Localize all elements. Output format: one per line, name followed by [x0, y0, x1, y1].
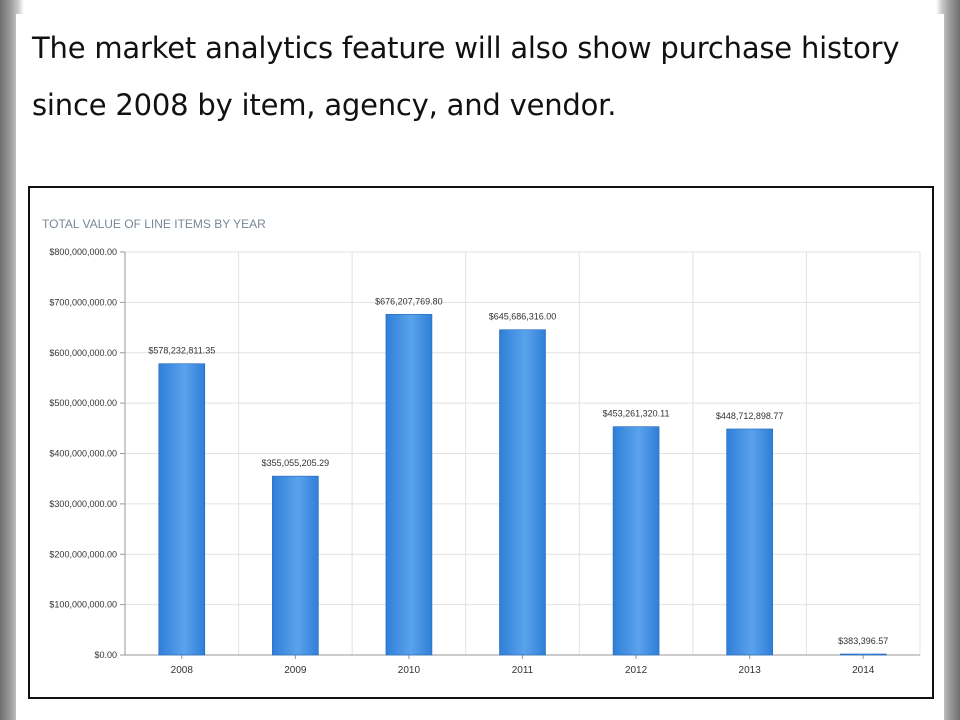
data-label: $355,055,205.29	[262, 458, 330, 468]
bar-2008[interactable]	[158, 363, 206, 656]
bar-2013[interactable]	[726, 428, 773, 656]
label-layer: $578,232,811.35 $355,055,205.29 $676,207,7…	[148, 296, 888, 646]
x-tick-label: 2011	[512, 665, 534, 676]
chart-frame: TOTAL VALUE OF LINE ITEMS BY YEAR $0.00 $…	[28, 186, 934, 699]
y-tick-label: $700,000,000.00	[49, 297, 117, 307]
data-label: $383,396.57	[838, 636, 888, 646]
chart-title: TOTAL VALUE OF LINE ITEMS BY YEAR	[42, 217, 266, 231]
bar-2014[interactable]	[839, 653, 887, 656]
bar-2012[interactable]	[612, 426, 660, 656]
axis-layer: $0.00 $100,000,000.00 $200,000,000.00 $300,…	[49, 247, 920, 676]
data-label: $448,712,898.77	[716, 411, 784, 421]
y-tick-label: $400,000,000.00	[49, 449, 117, 459]
bar-2011[interactable]	[499, 329, 546, 656]
x-tick-label: 2014	[852, 665, 875, 676]
bar-2010[interactable]	[385, 314, 433, 656]
data-label: $578,232,811.35	[148, 346, 215, 356]
x-tick-label: 2008	[171, 665, 194, 676]
y-tick-label: $300,000,000.00	[49, 499, 117, 509]
x-tick-label: 2009	[284, 665, 307, 676]
y-tick-label: $800,000,000.00	[49, 247, 117, 257]
x-tick-label: 2012	[625, 665, 648, 676]
data-label: $453,261,320.11	[603, 409, 670, 419]
y-tick-label: $500,000,000.00	[49, 398, 117, 408]
data-label: $676,207,769.80	[375, 296, 443, 306]
x-tick-label: 2010	[398, 665, 421, 676]
y-tick-label: $200,000,000.00	[49, 549, 117, 559]
y-tick-label: $100,000,000.00	[49, 600, 117, 610]
bar-2009[interactable]	[272, 475, 319, 656]
y-tick-label: $600,000,000.00	[49, 348, 117, 358]
slide-heading: The market analytics feature will also s…	[32, 31, 900, 122]
data-label: $645,686,316.00	[489, 312, 557, 322]
y-tick-label: $0.00	[94, 650, 117, 660]
bar-layer	[158, 314, 887, 656]
x-tick-label: 2013	[739, 665, 762, 676]
bar-chart: TOTAL VALUE OF LINE ITEMS BY YEAR $0.00$…	[42, 217, 921, 676]
